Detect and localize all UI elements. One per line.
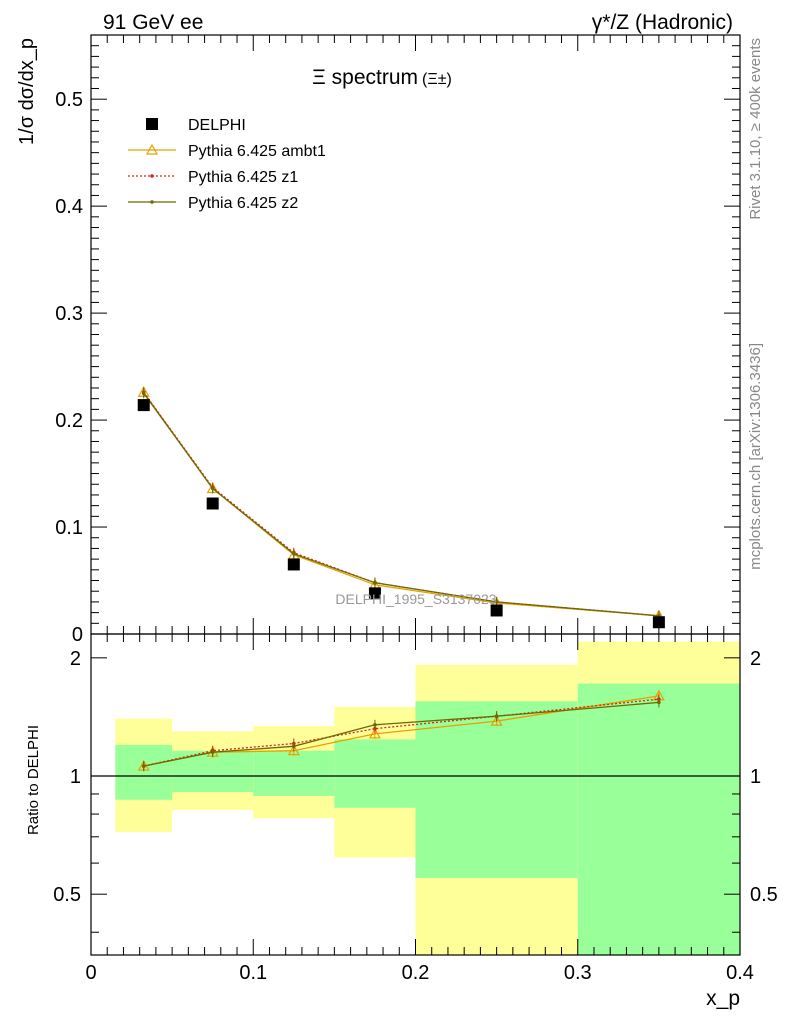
ratio-series-2-line <box>143 701 659 767</box>
band-green-4 <box>415 701 578 878</box>
main-series-0-point-5 <box>652 616 665 629</box>
ratio-yticklabel-left-0: 0.5 <box>53 884 81 906</box>
main-yticklabel-5: 0.5 <box>55 89 83 111</box>
legend-label-3: Pythia 6.425 z2 <box>188 195 298 212</box>
ratio-series-2-point-1 <box>210 750 215 754</box>
main-series-3-point-4 <box>494 600 499 604</box>
ratio-series-2-point-2 <box>292 744 296 749</box>
mcplots-label: mcplots.cern.ch [arXiv:1306.3436] <box>747 343 764 570</box>
legend-label-2: Pythia 6.425 z1 <box>188 169 298 186</box>
ratio-panel: 0.5 0.51 12 20 0.1 0.2 0.3 0.4 Ratio to DELPHI … <box>25 633 778 1010</box>
main-series-3-point-1 <box>210 486 215 491</box>
legend-marker-1 <box>145 143 159 155</box>
ratio-xticklabel-4: 0.4 <box>726 962 754 984</box>
main-yticklabel-4: 0.4 <box>55 196 83 218</box>
main-series-0-point-4 <box>490 604 503 617</box>
ratio-xticklabel-0: 0 <box>85 962 96 984</box>
main-series-1-line <box>143 391 659 617</box>
legend-marker-3 <box>150 200 154 204</box>
ratio-xticklabel-2: 0.2 <box>402 962 430 984</box>
header-right: γ*/Z (Hadronic) <box>592 11 733 34</box>
ratio-series-2-point-5 <box>657 700 661 705</box>
main-series-3-line <box>143 392 659 617</box>
ratio-yticklabel-right-1: 1 <box>750 766 761 788</box>
legend: DELPHI Pythia 6.425 ambt1 Pythia 6.425 z1 P… <box>128 117 326 212</box>
main-series-3-point-0 <box>141 391 146 396</box>
ratio-xticklabel-3: 0.3 <box>564 962 592 984</box>
legend-label-1: Pythia 6.425 ambt1 <box>188 143 326 160</box>
main-yticklabel-1: 0.1 <box>55 517 83 539</box>
band-green-3 <box>334 739 416 808</box>
main-series-0-point-2 <box>287 558 300 571</box>
main-yticklabel-3: 0.3 <box>55 303 83 325</box>
main-ylabel: 1/σ dσ/dx_p <box>16 38 38 145</box>
chart-title: Ξ spectrum (Ξ±) <box>312 66 452 89</box>
main-panel: 0 0.1 0.2 0.3 0.4 0.5 DELPHI_1995_S3137023 Ξ … <box>16 34 741 646</box>
band-green-2 <box>253 750 335 796</box>
rivet-label: Rivet 3.1.10, ≥ 400k events <box>747 38 764 220</box>
main-series-0-point-3 <box>368 587 381 600</box>
main-series-3-point-2 <box>292 551 296 556</box>
chart-title-suffix: (Ξ±) <box>422 71 452 88</box>
ratio-series-0-point-2 <box>287 744 300 756</box>
xaxis-label: x_p <box>706 987 740 1010</box>
main-yticklabel-2: 0.2 <box>55 410 83 432</box>
ratio-series-2-point-4 <box>494 714 499 719</box>
ratio-yticklabel-left-1: 1 <box>70 766 81 788</box>
ratio-series-2-point-0 <box>141 764 146 768</box>
ratio-xticklabel-1: 0.1 <box>239 962 267 984</box>
chart-title-main: Ξ spectrum <box>312 66 418 89</box>
main-series-3-point-3 <box>373 580 377 585</box>
main-series-0-point-0 <box>137 399 150 412</box>
ratio-series-0-point-4 <box>490 714 503 726</box>
main-yticklabel-0: 0 <box>72 624 83 646</box>
ratio-series-2-point-3 <box>373 723 377 727</box>
header-left: 91 GeV ee <box>103 11 203 34</box>
band-green-5 <box>577 683 740 955</box>
ratio-yticklabel-left-2: 2 <box>70 648 81 670</box>
main-series-2-line <box>143 391 659 617</box>
main-series-0-point-1 <box>206 497 219 510</box>
legend-marker-2 <box>150 174 154 178</box>
watermark: DELPHI_1995_S3137023 <box>335 591 496 607</box>
ratio-series-0-point-3 <box>368 727 381 739</box>
ratio-yticklabel-right-0: 0.5 <box>750 884 778 906</box>
ratio-ylabel: Ratio to DELPHI <box>25 725 42 835</box>
band-green-0 <box>115 744 173 800</box>
legend-label-0: DELPHI <box>188 117 246 134</box>
legend-marker-0 <box>146 118 158 130</box>
ratio-yticklabel-right-2: 2 <box>750 648 761 670</box>
